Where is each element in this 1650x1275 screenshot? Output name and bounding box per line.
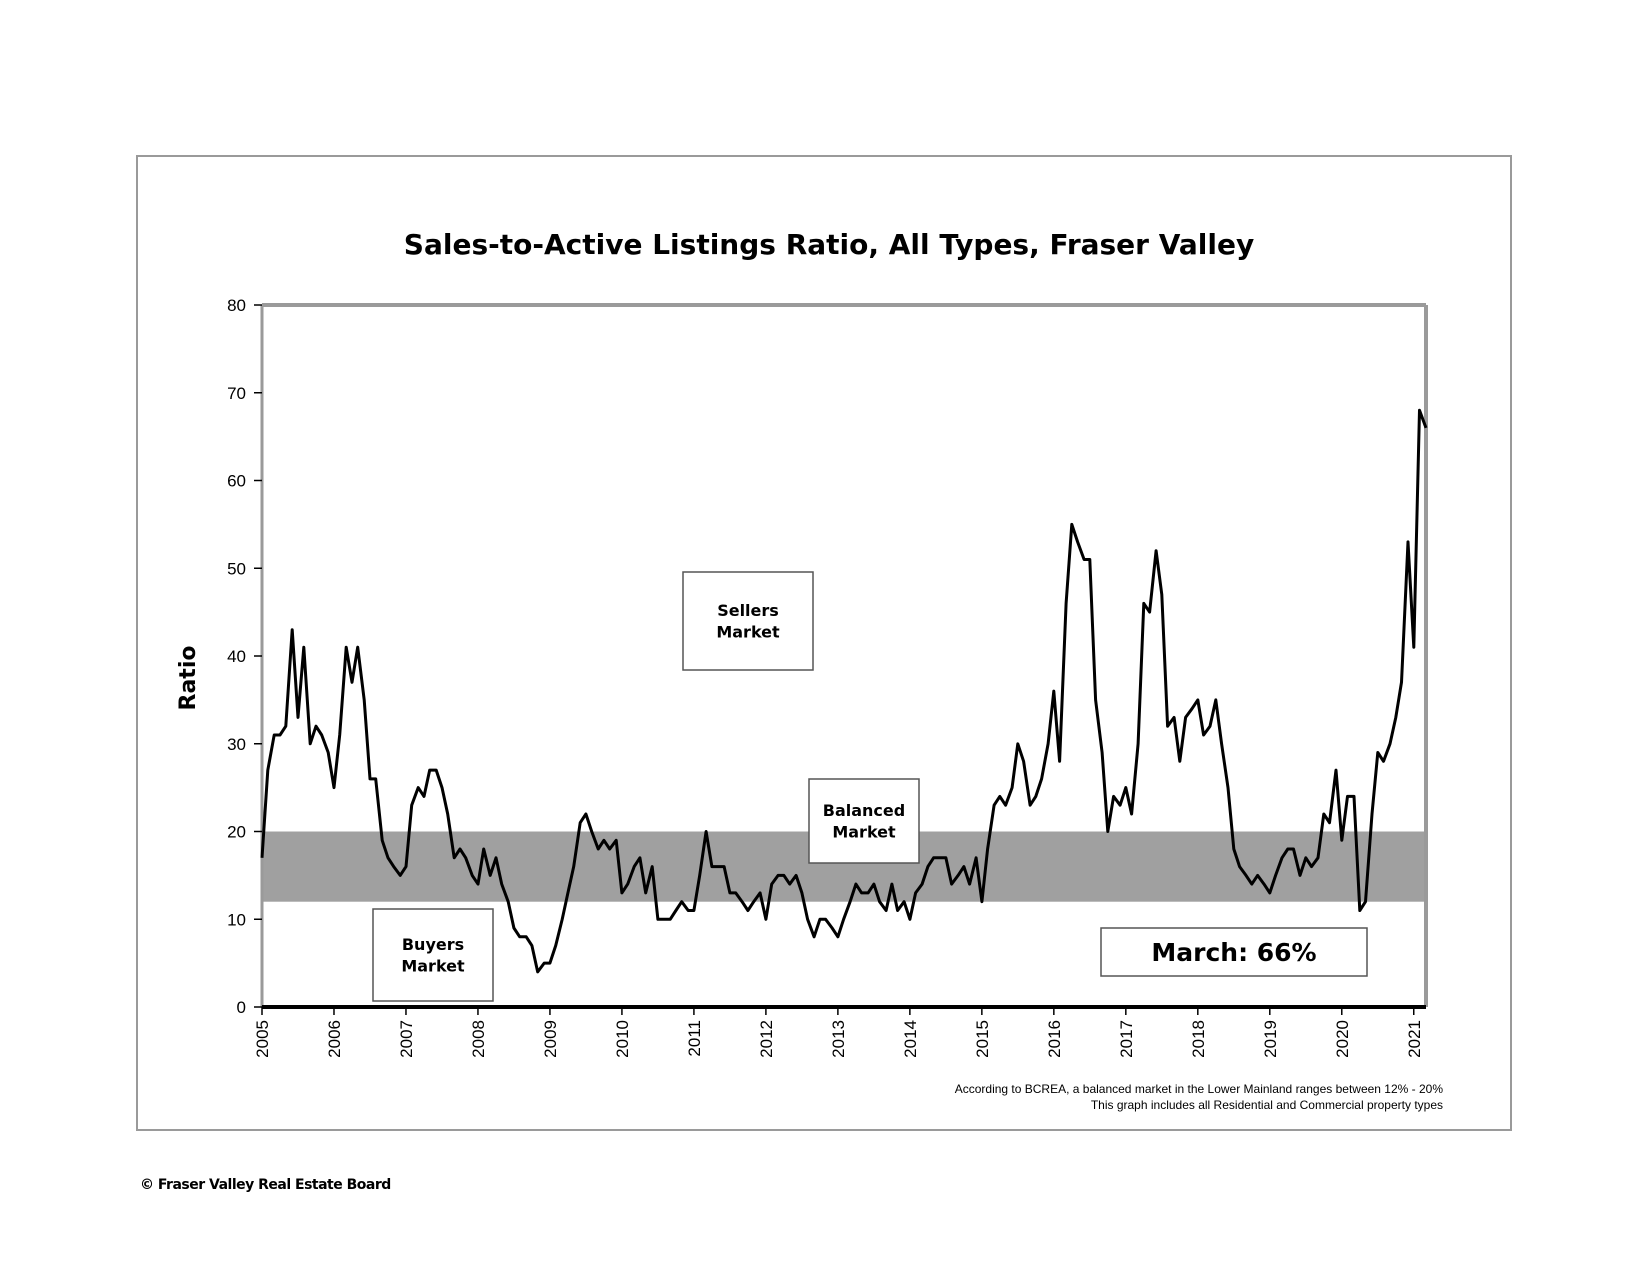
x-tick-label: 2012 [757, 1020, 776, 1058]
x-tick-label: 2007 [397, 1020, 416, 1058]
sellers-market-box [682, 571, 814, 671]
buyers-market-label: Market [401, 956, 465, 975]
y-tick-label: 80 [227, 296, 246, 315]
x-tick-label: 2016 [1045, 1020, 1064, 1058]
series-line [260, 408, 1428, 974]
x-tick-label: 2021 [1405, 1020, 1424, 1058]
x-tick-label: 2017 [1117, 1020, 1136, 1058]
y-tick-label: 50 [227, 559, 246, 578]
balanced-market-label: Market [832, 822, 896, 841]
balanced-market-box [808, 778, 920, 864]
buyers-market-label: Buyers [402, 935, 464, 954]
x-tick-label: 2006 [325, 1020, 344, 1058]
x-tick-label: 2015 [973, 1020, 992, 1058]
chart-title: Sales-to-Active Listings Ratio, All Type… [404, 228, 1254, 261]
footnote-text: This graph includes all Residential and … [1091, 1098, 1443, 1112]
buyers-market-box [372, 908, 494, 1002]
x-tick-label: 2009 [541, 1020, 560, 1058]
y-axis-label: Ratio [176, 646, 201, 711]
current-ratio-label: March: 66% [1151, 938, 1316, 967]
x-tick-label: 2020 [1333, 1020, 1352, 1058]
footnote-text: According to BCREA, a balanced market in… [955, 1082, 1444, 1096]
x-tick-label: 2010 [613, 1020, 632, 1058]
balanced-market-label: Balanced [823, 801, 905, 820]
y-tick-label: 70 [227, 384, 246, 403]
x-tick-label: 2014 [901, 1020, 920, 1058]
y-tick-label: 30 [227, 735, 246, 754]
y-tick-label: 60 [227, 472, 246, 491]
x-tick-label: 2005 [253, 1020, 272, 1058]
sellers-market-label: Sellers [717, 601, 779, 620]
x-tick-label: 2013 [829, 1020, 848, 1058]
y-tick-label: 10 [227, 910, 246, 929]
x-tick-label: 2018 [1189, 1020, 1208, 1058]
y-tick-label: 20 [227, 823, 246, 842]
x-tick-label: 2019 [1261, 1020, 1280, 1058]
y-tick-label: 0 [237, 998, 246, 1017]
copyright-text: © Fraser Valley Real Estate Board [140, 1177, 391, 1193]
plot-area: 0 10 20 30 40 50 60 70 80 2005 2006 2007 2008 2009 201… [227, 296, 1443, 1112]
y-tick-label: 40 [227, 647, 246, 666]
sellers-market-label: Market [716, 622, 780, 641]
x-tick-label: 2011 [685, 1020, 704, 1057]
current-ratio-box [1100, 927, 1368, 977]
x-tick-label: 2008 [469, 1020, 488, 1058]
